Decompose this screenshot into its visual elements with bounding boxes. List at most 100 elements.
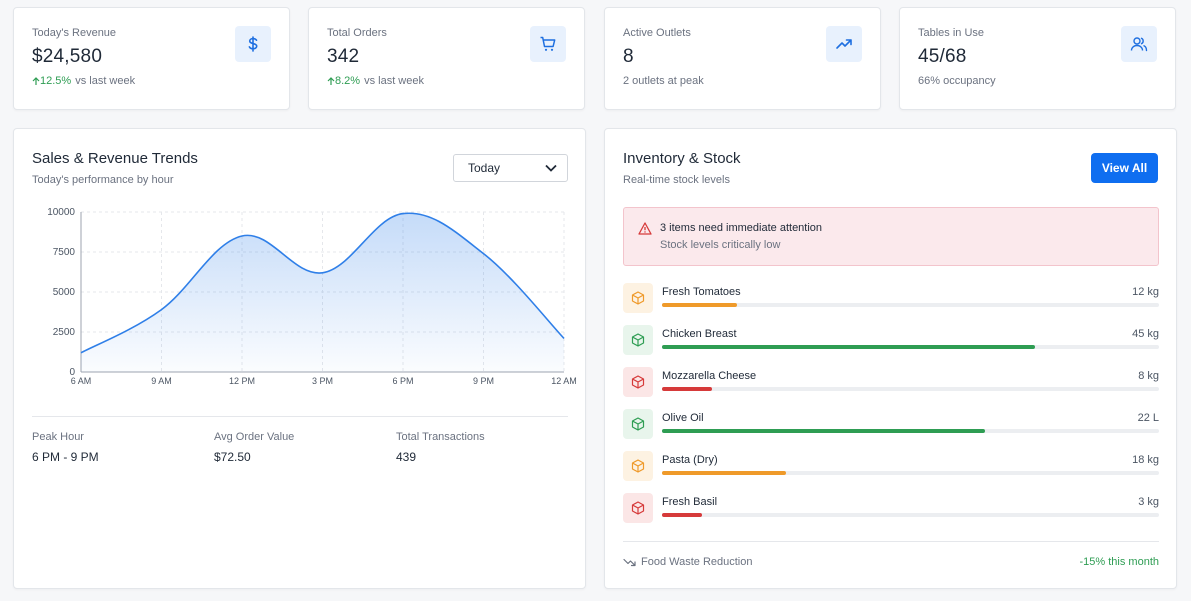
item-quantity: 18 kg	[1132, 454, 1159, 466]
chevron-down-icon	[545, 164, 557, 172]
sales-trends-card: Sales & Revenue Trends Today's performan…	[13, 128, 586, 589]
package-icon	[623, 283, 653, 313]
summary-avg-order: Avg Order Value $72.50	[214, 431, 294, 464]
package-icon	[623, 325, 653, 355]
range-select[interactable]: Today	[453, 154, 568, 182]
stock-level-bar	[662, 345, 1159, 349]
item-name: Chicken Breast	[662, 328, 737, 340]
card-subtitle: Real-time stock levels	[623, 174, 730, 186]
change-positive: 8.2%	[327, 75, 360, 87]
food-waste-value: -15% this month	[1079, 556, 1159, 568]
y-tick-label: 2500	[53, 327, 76, 338]
package-icon	[623, 493, 653, 523]
summary-value: 439	[396, 450, 417, 464]
stat-value: 342	[327, 46, 360, 67]
package-icon	[623, 451, 653, 481]
trending-down-icon	[623, 558, 636, 566]
inventory-item: Mozzarella Cheese 8 kg	[623, 367, 1159, 399]
stat-value: 8	[623, 46, 634, 67]
inventory-item: Chicken Breast 45 kg	[623, 325, 1159, 357]
food-waste-text: Food Waste Reduction	[641, 556, 753, 568]
stock-level-bar	[662, 429, 1159, 433]
package-icon	[623, 367, 653, 397]
stat-label: Tables in Use	[918, 27, 985, 39]
summary-peak-hour: Peak Hour 6 PM - 9 PM	[32, 431, 99, 464]
inventory-item: Fresh Basil 3 kg	[623, 493, 1159, 525]
y-tick-label: 10000	[47, 207, 75, 218]
change-suffix: vs last week	[75, 75, 136, 87]
divider	[623, 541, 1159, 542]
card-subtitle: Today's performance by hour	[32, 174, 174, 186]
stock-level-bar	[662, 387, 1159, 391]
warning-icon	[638, 222, 652, 235]
stat-note: 66% occupancy	[918, 75, 996, 87]
x-tick-label: 12 AM	[551, 376, 577, 386]
item-quantity: 8 kg	[1138, 370, 1159, 382]
stock-level-bar	[662, 303, 1159, 307]
item-name: Olive Oil	[662, 412, 704, 424]
y-tick-label: 7500	[53, 247, 76, 258]
item-quantity: 12 kg	[1132, 286, 1159, 298]
change-value: 12.5%	[40, 75, 72, 87]
x-tick-label: 9 AM	[151, 376, 172, 386]
change-value: 8.2%	[335, 75, 361, 87]
range-selected-value: Today	[468, 161, 501, 175]
stock-level-fill	[662, 513, 702, 517]
item-name: Fresh Tomatoes	[662, 286, 741, 298]
summary-value: 6 PM - 9 PM	[32, 450, 99, 464]
stock-level-bar	[662, 471, 1159, 475]
item-quantity: 45 kg	[1132, 328, 1159, 340]
dollar-icon	[235, 26, 271, 62]
stat-card-orders: Total Orders 342 8.2% vs last week	[308, 7, 585, 110]
alert-title: 3 items need immediate attention	[660, 222, 823, 234]
package-icon	[623, 409, 653, 439]
change-suffix: vs last week	[364, 75, 424, 87]
trending-up-icon	[826, 26, 862, 62]
inventory-item: Olive Oil 22 L	[623, 409, 1159, 441]
inventory-item: Pasta (Dry) 18 kg	[623, 451, 1159, 483]
stat-label: Total Orders	[327, 27, 387, 39]
change-positive: 12.5%	[32, 75, 71, 87]
arrow-up-icon	[327, 76, 335, 85]
y-tick-label: 5000	[53, 287, 76, 298]
x-tick-label: 6 PM	[392, 376, 413, 386]
y-tick-label: 0	[69, 367, 75, 378]
x-tick-label: 12 PM	[229, 376, 255, 386]
cart-icon	[530, 26, 566, 62]
card-title: Sales & Revenue Trends	[32, 150, 198, 167]
item-quantity: 3 kg	[1138, 496, 1159, 508]
stat-label: Active Outlets	[623, 27, 691, 39]
stat-change: 8.2% vs last week	[327, 75, 566, 87]
x-tick-label: 6 AM	[71, 376, 92, 386]
summary-label: Avg Order Value	[214, 431, 295, 443]
stat-value: $24,580	[32, 46, 103, 67]
card-title: Inventory & Stock	[623, 150, 741, 167]
inventory-card: Inventory & Stock Real-time stock levels…	[604, 128, 1177, 589]
users-icon	[1121, 26, 1157, 62]
item-name: Mozzarella Cheese	[662, 370, 757, 382]
item-quantity: 22 L	[1137, 412, 1159, 424]
divider	[32, 416, 568, 417]
item-name: Fresh Basil	[662, 496, 718, 508]
x-tick-label: 9 PM	[473, 376, 494, 386]
stat-label: Today's Revenue	[32, 27, 117, 39]
stat-value: 45/68	[918, 46, 967, 67]
item-name: Pasta (Dry)	[662, 454, 718, 466]
inventory-item: Fresh Tomatoes 12 kg	[623, 283, 1159, 315]
sales-area-chart: 0 2500 5000 7500 10000 6 AM 9 AM 12 PM 3 PM 6 PM 9…	[47, 207, 577, 386]
view-all-button[interactable]: View All	[1091, 153, 1158, 183]
stock-level-fill	[662, 471, 787, 475]
x-tick-label: 3 PM	[312, 376, 333, 386]
alert-subtitle: Stock levels critically low	[660, 239, 781, 251]
summary-value: $72.50	[214, 450, 251, 464]
arrow-up-icon	[32, 76, 40, 85]
series-area	[81, 213, 564, 372]
stat-change: 12.5% vs last week	[32, 75, 271, 87]
food-waste-label: Food Waste Reduction	[623, 556, 752, 568]
stock-level-fill	[662, 387, 712, 391]
summary-label: Total Transactions	[396, 431, 485, 443]
stat-card-tables: Tables in Use 45/68 66% occupancy	[899, 7, 1176, 110]
summary-transactions: Total Transactions 439	[396, 431, 485, 464]
stat-note: 2 outlets at peak	[623, 75, 704, 87]
summary-label: Peak Hour	[32, 431, 84, 443]
